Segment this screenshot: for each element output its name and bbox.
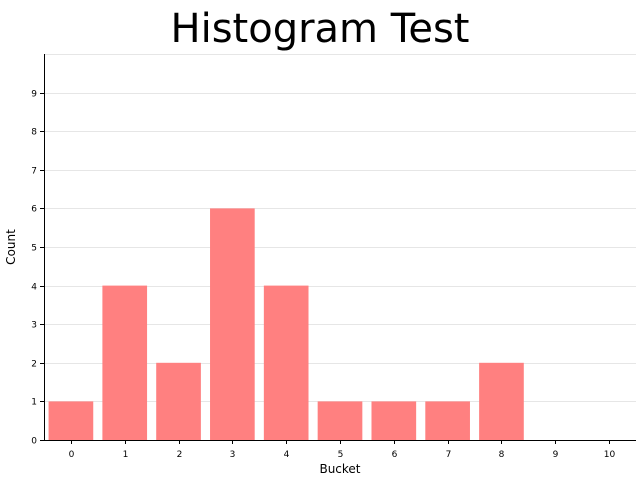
bar-7	[425, 401, 470, 440]
chart-title: Histogram Test	[171, 6, 470, 52]
y-tick-label: 1	[31, 398, 37, 408]
x-tick-label: 3	[230, 450, 236, 460]
x-tick-label: 8	[499, 450, 505, 460]
y-tick-label: 6	[31, 205, 37, 215]
x-tick-label: 9	[553, 450, 559, 460]
x-tick-label: 4	[284, 450, 290, 460]
bars	[48, 208, 524, 440]
bar-5	[317, 401, 363, 440]
bar-8	[479, 362, 524, 440]
x-tick-label: 6	[392, 450, 398, 460]
x-tick-label: 1	[123, 450, 129, 460]
y-ticks: 0 1 2 3 4 5 6 7 8 9	[31, 90, 44, 447]
x-axis-label: Bucket	[319, 462, 360, 476]
x-tick-label: 2	[177, 450, 183, 460]
bar-3	[210, 208, 255, 440]
y-tick-label: 2	[31, 360, 37, 370]
bar-0	[48, 401, 94, 440]
x-ticks: 0 1 2 3 4 5 6 7 8 9 10	[69, 440, 616, 460]
y-tick-label: 9	[31, 90, 37, 100]
y-tick-label: 5	[31, 244, 37, 254]
bar-6	[371, 401, 417, 440]
y-tick-label: 0	[31, 437, 37, 447]
x-tick-label: 10	[604, 450, 616, 460]
y-tick-label: 8	[31, 128, 37, 138]
y-tick-label: 3	[31, 321, 37, 331]
y-tick-label: 7	[31, 167, 37, 177]
bar-1	[102, 285, 148, 440]
bar-4	[263, 285, 309, 440]
x-tick-label: 7	[446, 450, 452, 460]
x-tick-label: 5	[338, 450, 344, 460]
bar-2	[156, 362, 201, 440]
y-tick-label: 4	[31, 283, 37, 293]
x-tick-label: 0	[69, 450, 75, 460]
y-axis-label: Count	[4, 229, 18, 265]
